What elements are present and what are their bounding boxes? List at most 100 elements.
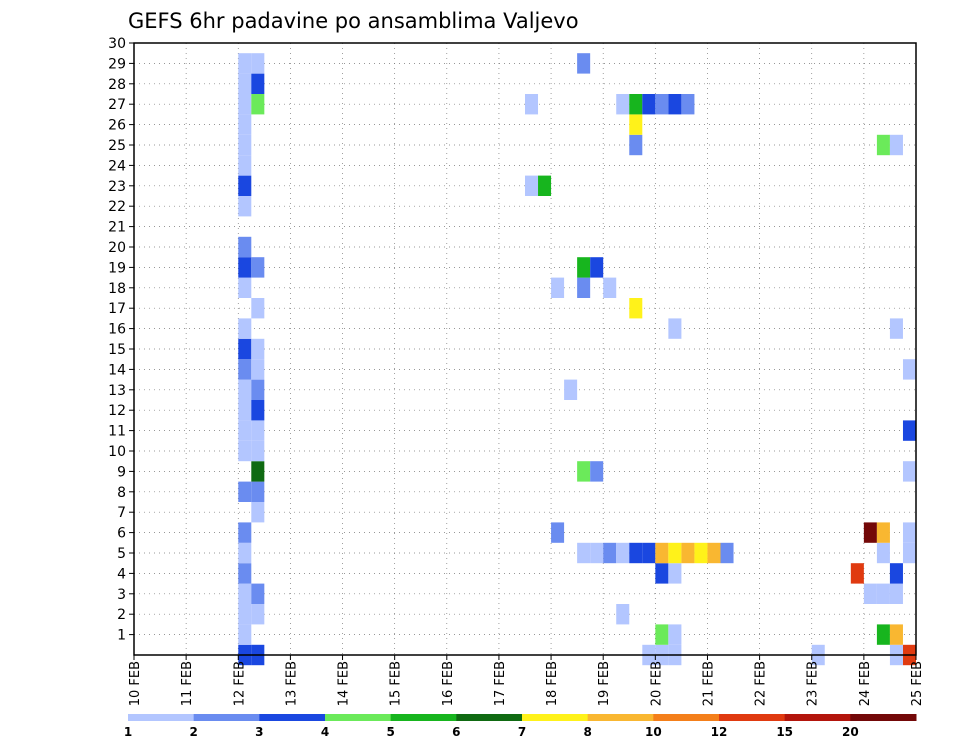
heatmap-cell bbox=[902, 542, 916, 564]
heatmap-cell bbox=[238, 318, 252, 339]
colorbar-swatch bbox=[193, 714, 260, 721]
heatmap-cell bbox=[238, 400, 252, 421]
heatmap-cell bbox=[681, 94, 695, 115]
heatmap-cell bbox=[238, 196, 252, 217]
colorbar-swatch bbox=[850, 714, 917, 721]
heatmap-cell bbox=[238, 440, 252, 462]
heatmap-cell bbox=[902, 461, 916, 482]
heatmap-cell bbox=[902, 420, 916, 441]
colorbar-legend: 1 2 3 4 5 6 7 8 10 12 15 20 bbox=[124, 714, 917, 739]
heatmap-cell bbox=[238, 563, 252, 584]
y-tick-label: 29 bbox=[108, 56, 126, 72]
heatmap-cell bbox=[668, 563, 682, 584]
heatmap-cell bbox=[251, 379, 265, 400]
heatmap-cell bbox=[238, 522, 252, 543]
heatmap-cell bbox=[551, 277, 565, 298]
y-tick-label: 9 bbox=[117, 464, 126, 480]
colorbar-label: 1 bbox=[124, 725, 132, 739]
y-tick-label: 11 bbox=[108, 424, 126, 440]
heatmap-cell bbox=[629, 298, 643, 319]
heatmap-cell bbox=[590, 542, 604, 564]
heatmap-cell bbox=[238, 155, 252, 176]
heatmap-cell bbox=[251, 420, 265, 441]
heatmap-cell bbox=[668, 318, 682, 339]
colorbar-label: 12 bbox=[711, 725, 728, 739]
heatmap-cell bbox=[655, 563, 669, 584]
colorbar-swatch bbox=[522, 714, 589, 721]
colorbar-swatch bbox=[325, 714, 392, 721]
x-tick-label: 13 FEB bbox=[284, 661, 299, 706]
heatmap-cell bbox=[668, 94, 682, 115]
heatmap-cells bbox=[238, 53, 916, 666]
heatmap-cell bbox=[681, 542, 695, 564]
colorbar-label: 15 bbox=[776, 725, 793, 739]
heatmap-cell bbox=[694, 542, 708, 564]
heatmap-cell bbox=[238, 583, 252, 604]
heatmap-cell bbox=[629, 114, 643, 135]
heatmap-cell bbox=[655, 94, 669, 115]
x-tick-label: 10 FEB bbox=[128, 661, 143, 706]
colorbar-swatch bbox=[456, 714, 523, 721]
heatmap-cell bbox=[251, 359, 265, 380]
x-tick-label: 16 FEB bbox=[441, 661, 456, 706]
heatmap-cell bbox=[525, 175, 539, 196]
y-tick-label: 15 bbox=[108, 342, 126, 358]
y-tick-label: 5 bbox=[117, 546, 126, 562]
heatmap-cell bbox=[238, 604, 252, 625]
heatmap-cell bbox=[655, 624, 669, 645]
heatmap-cell bbox=[590, 257, 604, 278]
heatmap-cell bbox=[238, 53, 252, 74]
y-tick-label: 20 bbox=[108, 240, 126, 256]
y-tick-label: 8 bbox=[117, 485, 126, 501]
heatmap-cell bbox=[251, 400, 265, 421]
x-tick-label: 15 FEB bbox=[389, 661, 404, 706]
heatmap-cell bbox=[668, 542, 682, 564]
chart-title: GEFS 6hr padavine po ansamblima Valjevo bbox=[128, 9, 579, 33]
heatmap-cell bbox=[876, 542, 890, 564]
y-tick-label: 13 bbox=[108, 383, 126, 399]
x-tick-label: 20 FEB bbox=[649, 661, 664, 706]
heatmap-cell bbox=[238, 338, 252, 360]
colorbar-swatch bbox=[719, 714, 786, 721]
heatmap-cell bbox=[590, 461, 604, 482]
x-axis-ticks: 10 FEB 11 FEB 12 FEB 13 FEB 14 FEB 15 FEB 16 F… bbox=[128, 655, 925, 706]
y-tick-label: 10 bbox=[108, 444, 126, 460]
heatmap-cell bbox=[889, 318, 903, 339]
heatmap-cell bbox=[616, 94, 630, 115]
y-tick-label: 7 bbox=[117, 505, 126, 521]
heatmap-cell bbox=[238, 277, 252, 298]
heatmap-cell bbox=[238, 257, 252, 278]
colorbar-label: 10 bbox=[645, 725, 662, 739]
y-tick-label: 4 bbox=[117, 566, 126, 582]
x-tick-label: 25 FEB bbox=[910, 661, 925, 706]
heatmap-cell bbox=[876, 583, 890, 604]
colorbar-swatch bbox=[587, 714, 654, 721]
colorbar-swatch bbox=[390, 714, 457, 721]
colorbar-swatch bbox=[784, 714, 851, 721]
heatmap-cell bbox=[889, 134, 903, 156]
heatmap-cell bbox=[616, 604, 630, 625]
heatmap-cell bbox=[876, 134, 890, 156]
heatmap-cell bbox=[564, 379, 578, 400]
colorbar-label: 4 bbox=[321, 725, 329, 739]
heatmap-cell bbox=[251, 502, 265, 523]
heatmap-cell bbox=[538, 175, 552, 196]
heatmap-cell bbox=[577, 257, 591, 278]
y-tick-label: 23 bbox=[108, 179, 126, 195]
x-tick-label: 19 FEB bbox=[597, 661, 612, 706]
colorbar-label: 7 bbox=[518, 725, 526, 739]
y-axis-ticks: 1234567891011121314151617181920212223242… bbox=[108, 36, 134, 644]
heatmap-cell bbox=[238, 359, 252, 380]
y-tick-label: 14 bbox=[108, 362, 126, 378]
x-tick-label: 23 FEB bbox=[806, 661, 821, 706]
heatmap-cell bbox=[850, 563, 864, 584]
heatmap-cell bbox=[238, 175, 252, 196]
x-tick-label: 12 FEB bbox=[232, 661, 247, 706]
heatmap-cell bbox=[655, 542, 669, 564]
x-tick-label: 11 FEB bbox=[180, 661, 195, 706]
heatmap-cell bbox=[251, 73, 265, 94]
heatmap-cell bbox=[238, 379, 252, 400]
y-tick-label: 24 bbox=[108, 158, 126, 174]
heatmap-cell bbox=[251, 338, 265, 360]
heatmap-cell bbox=[863, 522, 877, 543]
